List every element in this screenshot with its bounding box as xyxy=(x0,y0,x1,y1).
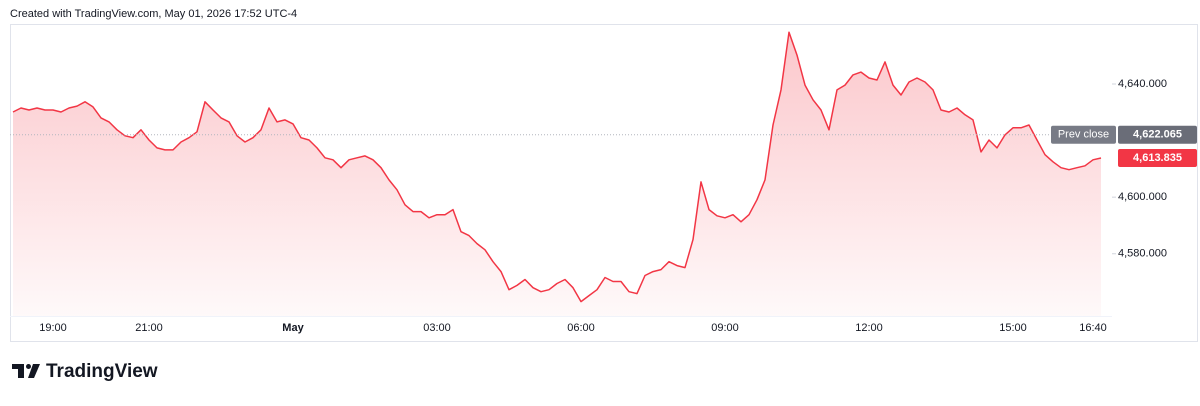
x-tick-label: 19:00 xyxy=(39,322,67,334)
prev-close-value-tag xyxy=(1118,125,1197,144)
plot: 4,580.000 4,600.000 4,640.000 19:00 21:00 May… xyxy=(10,31,1197,334)
last-price-tag xyxy=(1118,149,1197,168)
y-tick-label: 4,580.000 xyxy=(1118,248,1167,260)
prev-close-label: Prev close xyxy=(1058,129,1109,141)
prev-close-value: 4,622.065 xyxy=(1133,129,1182,141)
x-tick-label: May xyxy=(282,322,304,334)
x-tick-label: 15:00 xyxy=(999,322,1027,334)
area-fill xyxy=(13,32,1101,316)
y-tick-label: 4,640.000 xyxy=(1118,78,1167,90)
y-tick-label: 4,600.000 xyxy=(1118,191,1167,203)
x-tick-label: 09:00 xyxy=(711,322,739,334)
prev-close-tag xyxy=(1051,125,1116,144)
x-tick-label: 12:00 xyxy=(855,322,883,334)
header: Created with TradingView.com, May 01, 20… xyxy=(10,8,297,20)
last-price-label: 4,613.835 xyxy=(1133,152,1182,164)
x-tick-label: 03:00 xyxy=(423,322,451,334)
x-tick-label: 06:00 xyxy=(567,322,595,334)
x-tick-label: 16:40 xyxy=(1079,322,1107,334)
x-tick-label: 21:00 xyxy=(135,322,163,334)
price-line xyxy=(12,31,1102,303)
brand: TradingView xyxy=(46,361,158,382)
chart-frame xyxy=(10,24,1198,342)
logo xyxy=(12,364,40,378)
